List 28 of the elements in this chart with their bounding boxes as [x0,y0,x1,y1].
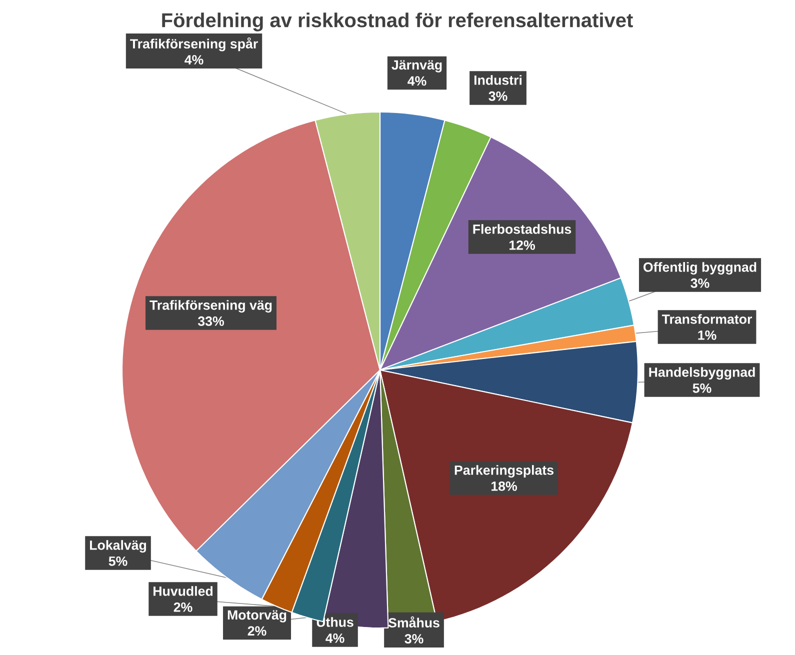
chart-title: Fördelning av riskkostnad för referensalternativet [162,12,633,32]
slice-label: Huvudled [154,586,213,596]
slice-label: Motorväg [228,610,286,622]
data-label: 4% [326,633,344,643]
data-label: 4% [408,76,426,86]
data-label: 18% [492,481,517,491]
slice-label: Lokalväg [90,540,146,553]
data-label: 3% [690,278,710,288]
data-label: 3% [488,91,508,101]
data-label: 5% [108,556,128,566]
data-label: 33% [198,316,224,326]
data-label: 3% [404,634,424,644]
slice-label: Trafikförsening spår [130,37,258,52]
slice-label: Järnväg [392,60,442,72]
data-label: 4% [184,55,204,65]
slice-label: Parkeringsplats [454,465,554,478]
data-label: 2% [174,602,192,612]
slice-label: Offentlig byggnad [644,262,756,275]
slice-label: Flerbostadshus [473,224,572,234]
slice-label: Handelsbyggnad [649,367,755,380]
data-label: 2% [248,626,266,636]
data-label: 12% [510,240,535,250]
slice-label: Transformator [662,314,752,324]
slice-label: Trafikförsening väg [150,300,272,313]
slice-label: Småhus [388,616,440,628]
slice-label: Industri [474,75,522,85]
data-label: 5% [692,383,712,393]
data-label: 1% [698,330,716,340]
